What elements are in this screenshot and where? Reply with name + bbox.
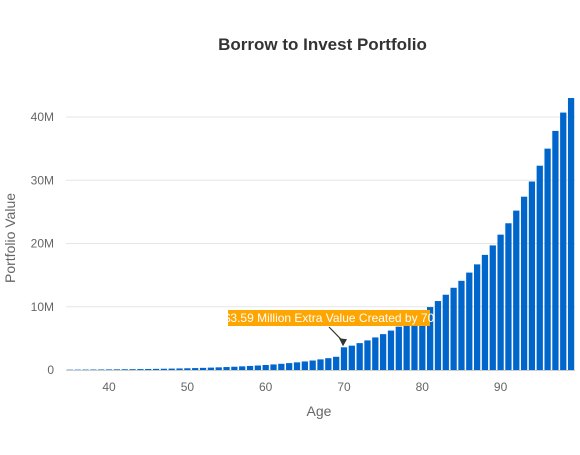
bar[interactable]: [426, 307, 434, 370]
bar[interactable]: [356, 343, 363, 370]
bar[interactable]: [105, 369, 113, 371]
x-tick-label: 80: [416, 380, 430, 394]
bar[interactable]: [403, 322, 410, 370]
bar[interactable]: [293, 362, 301, 370]
bar[interactable]: [231, 366, 238, 370]
x-tick-label: 70: [337, 380, 351, 394]
bar[interactable]: [121, 369, 128, 370]
bar[interactable]: [82, 369, 89, 371]
bar[interactable]: [458, 280, 465, 370]
y-axis-title: Portfolio Value: [2, 193, 18, 283]
bar[interactable]: [333, 356, 340, 370]
y-tick-label: 30M: [31, 173, 54, 187]
bar[interactable]: [434, 301, 442, 370]
annotation-label: $3.59 Million Extra Value Created by 70: [224, 311, 435, 325]
x-tick-label: 60: [259, 380, 273, 394]
bar[interactable]: [513, 210, 520, 370]
bar[interactable]: [560, 112, 567, 370]
bar[interactable]: [246, 365, 254, 370]
bar[interactable]: [254, 365, 261, 370]
bar[interactable]: [325, 358, 332, 370]
bar[interactable]: [184, 368, 191, 370]
bar[interactable]: [223, 367, 230, 370]
bar[interactable]: [215, 367, 222, 370]
bar[interactable]: [481, 254, 489, 370]
bar[interactable]: [348, 345, 355, 370]
bar[interactable]: [286, 363, 293, 370]
bar[interactable]: [372, 337, 379, 370]
x-axis-title: Age: [307, 403, 332, 419]
annotation-group: $3.59 Million Extra Value Created by 70: [224, 310, 435, 347]
annotation-box: [228, 310, 430, 326]
bar[interactable]: [90, 369, 97, 371]
bar[interactable]: [567, 98, 575, 371]
bar[interactable]: [137, 369, 144, 370]
y-tick-label: 0: [47, 363, 54, 377]
bar[interactable]: [199, 367, 207, 370]
x-tick-label: 50: [181, 380, 195, 394]
y-tick-label: 10M: [31, 300, 54, 314]
bar[interactable]: [411, 317, 418, 370]
bar[interactable]: [262, 365, 269, 370]
bar[interactable]: [387, 330, 395, 370]
bar[interactable]: [340, 347, 348, 370]
bar[interactable]: [395, 326, 402, 370]
bar[interactable]: [145, 368, 152, 370]
bar[interactable]: [152, 368, 160, 370]
bar[interactable]: [497, 234, 504, 370]
bar[interactable]: [364, 340, 371, 370]
bar[interactable]: [552, 130, 559, 370]
axes: 0 10M 20M 30M 40M 40 50 60 70 80 90: [31, 110, 575, 394]
bar[interactable]: [278, 363, 285, 370]
bar[interactable]: [74, 369, 81, 371]
bar[interactable]: [536, 165, 543, 370]
bar[interactable]: [317, 359, 324, 370]
bar[interactable]: [98, 369, 105, 371]
bar[interactable]: [489, 245, 496, 370]
bar[interactable]: [176, 368, 183, 370]
bar[interactable]: [309, 360, 316, 370]
bar[interactable]: [473, 264, 481, 370]
bar[interactable]: [207, 367, 215, 370]
bar[interactable]: [505, 223, 512, 370]
bar[interactable]: [442, 294, 449, 370]
bar[interactable]: [66, 369, 74, 371]
y-tick-label: 40M: [31, 110, 54, 124]
bar[interactable]: [160, 368, 168, 370]
x-tick-label: 90: [494, 380, 508, 394]
y-tick-label: 20M: [31, 237, 54, 251]
bar[interactable]: [129, 369, 136, 370]
bar[interactable]: [301, 361, 308, 370]
x-tick-label: 40: [102, 380, 116, 394]
bar[interactable]: [380, 334, 387, 370]
bar[interactable]: [544, 148, 551, 370]
bar[interactable]: [113, 369, 121, 370]
bars: [66, 98, 575, 371]
bar[interactable]: [192, 368, 199, 370]
bar[interactable]: [239, 366, 246, 370]
bar[interactable]: [419, 312, 426, 370]
bar[interactable]: [450, 287, 457, 370]
bar[interactable]: [528, 181, 536, 370]
chart-title: Borrow to Invest Portfolio: [218, 35, 427, 54]
bar[interactable]: [466, 272, 473, 370]
annotation-arrowhead: [338, 338, 347, 347]
bar[interactable]: [520, 196, 528, 370]
bar[interactable]: [168, 368, 175, 370]
bar[interactable]: [270, 364, 277, 370]
